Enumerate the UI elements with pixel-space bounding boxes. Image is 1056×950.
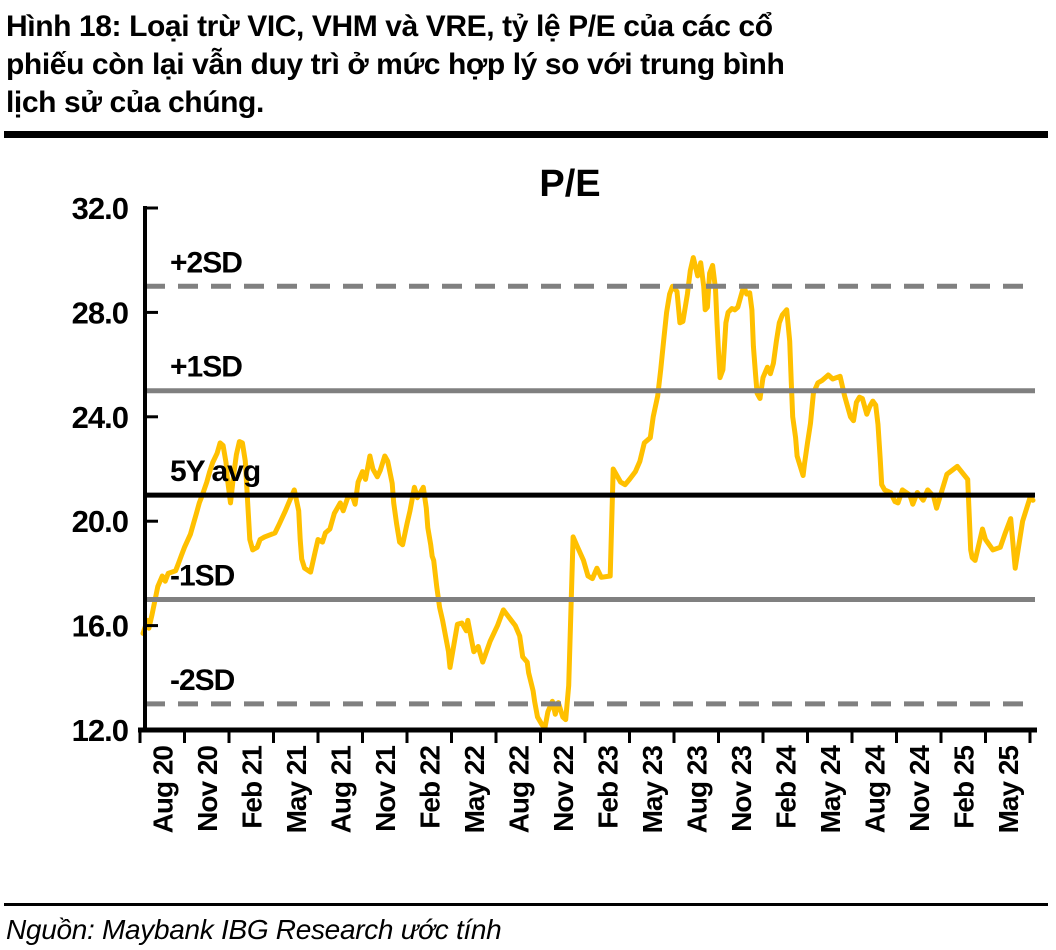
x-tick-label: Aug 22 — [503, 746, 534, 834]
y-tick-label: 16.0 — [72, 609, 128, 644]
x-tick-label: Nov 23 — [726, 746, 757, 832]
pe-chart: +2SD +1SD 5Y avg -1SD -2SD 32.0 28.0 24.0 20.0 16… — [72, 163, 1037, 834]
title-underline-rule — [4, 131, 1048, 138]
x-tick-label: Feb 23 — [592, 746, 623, 829]
x-tick-label: May 21 — [281, 746, 312, 834]
ref-label-avg-5y: 5Y avg — [170, 455, 260, 488]
figure-title-line-3: lịch sử của chúng. — [6, 86, 264, 119]
figure-title: Hình 18: Loại trừ VIC, VHM và VRE, tỷ lệ… — [0, 0, 1056, 122]
x-tick-label: Feb 25 — [948, 746, 979, 829]
figure-title-line-1: Hình 18: Loại trừ VIC, VHM và VRE, tỷ lệ… — [6, 10, 773, 43]
x-tick-label: Aug 21 — [325, 746, 356, 834]
x-tick-label: May 23 — [637, 746, 668, 834]
ref-label-minus-1sd: -1SD — [170, 560, 235, 593]
x-tick-label: May 22 — [459, 746, 490, 834]
x-tick-label: Nov 20 — [192, 746, 223, 832]
pe-series-line — [140, 255, 1036, 730]
y-tick-label: 24.0 — [72, 400, 128, 435]
footer-rule — [4, 903, 1048, 906]
chart-title: P/E — [539, 163, 600, 205]
x-tick-label: Feb 21 — [236, 746, 267, 829]
x-tick-label: Aug 23 — [681, 746, 712, 834]
x-tick-label: Aug 20 — [147, 746, 178, 834]
x-tick-label: May 25 — [993, 746, 1024, 834]
x-tick-label: Feb 22 — [414, 746, 445, 829]
ref-label-plus-1sd: +1SD — [170, 351, 242, 384]
y-tick-label: 20.0 — [72, 504, 128, 539]
y-tick-label: 28.0 — [72, 295, 128, 330]
x-tick-label: Nov 21 — [370, 746, 401, 832]
ref-label-minus-2sd: -2SD — [170, 664, 235, 697]
source-text: Nguồn: Maybank IBG Research ước tính — [6, 914, 502, 945]
x-tick-label: May 24 — [815, 745, 846, 834]
x-tick-label: Aug 24 — [859, 745, 890, 834]
x-tick-label: Nov 22 — [548, 746, 579, 832]
figure-title-line-2: phiếu còn lại vẫn duy trì ở mức hợp lý s… — [6, 48, 785, 81]
x-tick-label: Nov 24 — [904, 745, 935, 832]
y-tick-label: 32.0 — [72, 191, 128, 226]
x-tick-label: Feb 24 — [770, 745, 801, 829]
ref-label-plus-2sd: +2SD — [170, 246, 242, 279]
y-tick-label: 12.0 — [72, 713, 128, 748]
